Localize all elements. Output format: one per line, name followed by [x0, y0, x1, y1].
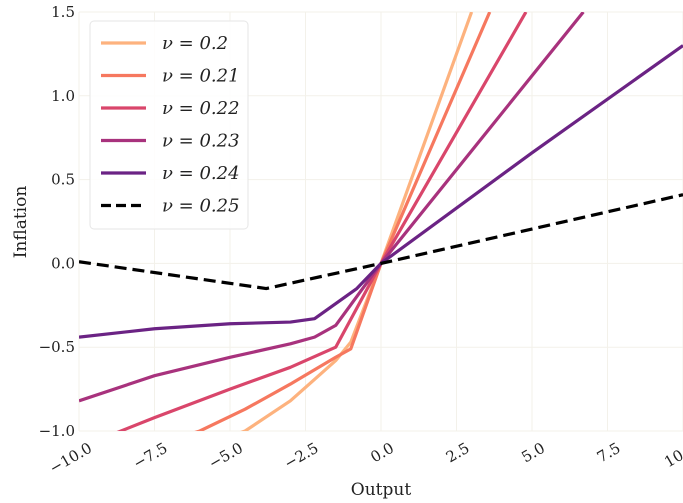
x-axis-label: Output: [351, 480, 412, 500]
x-tick-labels: −10.0 −7.5 −5.0 −2.5 0.0 2.5 5.0 7.5 10.0: [46, 439, 683, 478]
legend-label-3: ν = 0.23: [162, 131, 240, 152]
x-tick-label: 0.0: [367, 439, 397, 467]
series-lines: [79, 12, 683, 431]
y-tick-label: −1.0: [39, 422, 75, 440]
series-line-4: [79, 44, 683, 339]
legend: ν = 0.2 ν = 0.21 ν = 0.22 ν = 0.23 ν = 0.24 ν…: [89, 20, 249, 230]
y-tick-label: −0.5: [39, 338, 75, 356]
x-tick-label: −2.5: [281, 439, 322, 473]
y-tick-label: 0.5: [51, 171, 75, 189]
x-tick-label: −7.5: [130, 439, 171, 473]
legend-box: [89, 20, 249, 230]
legend-label-0: ν = 0.2: [162, 33, 228, 54]
y-tick-label: 0.0: [51, 254, 75, 272]
x-tick-label: 2.5: [443, 439, 473, 467]
x-tick-label: −5.0: [205, 439, 246, 473]
y-tick-labels: −1.0 −0.5 0.0 0.5 1.0 1.5: [39, 3, 75, 440]
legend-label-5: ν = 0.25: [162, 196, 240, 217]
legend-label-4: ν = 0.24: [162, 163, 240, 184]
y-tick-label: 1.5: [51, 3, 75, 21]
legend-label-1: ν = 0.21: [162, 66, 240, 87]
series-line-5: [79, 193, 683, 291]
x-tick-label: 10.0: [661, 439, 683, 471]
series-line-3: [79, 12, 585, 403]
series-line-1: [194, 12, 492, 431]
y-axis-label: Inflation: [11, 186, 31, 259]
x-tick-label: −10.0: [46, 439, 95, 478]
x-tick-label: 7.5: [594, 439, 624, 467]
legend-label-2: ν = 0.22: [162, 98, 240, 119]
x-tick-label: 5.0: [518, 439, 548, 467]
y-tick-label: 1.0: [51, 87, 75, 105]
